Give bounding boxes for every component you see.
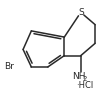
Text: 2: 2 xyxy=(83,76,87,82)
Text: NH: NH xyxy=(72,72,86,81)
Text: ·HCl: ·HCl xyxy=(76,81,94,90)
Text: Br: Br xyxy=(4,62,14,71)
Text: S: S xyxy=(78,8,84,17)
